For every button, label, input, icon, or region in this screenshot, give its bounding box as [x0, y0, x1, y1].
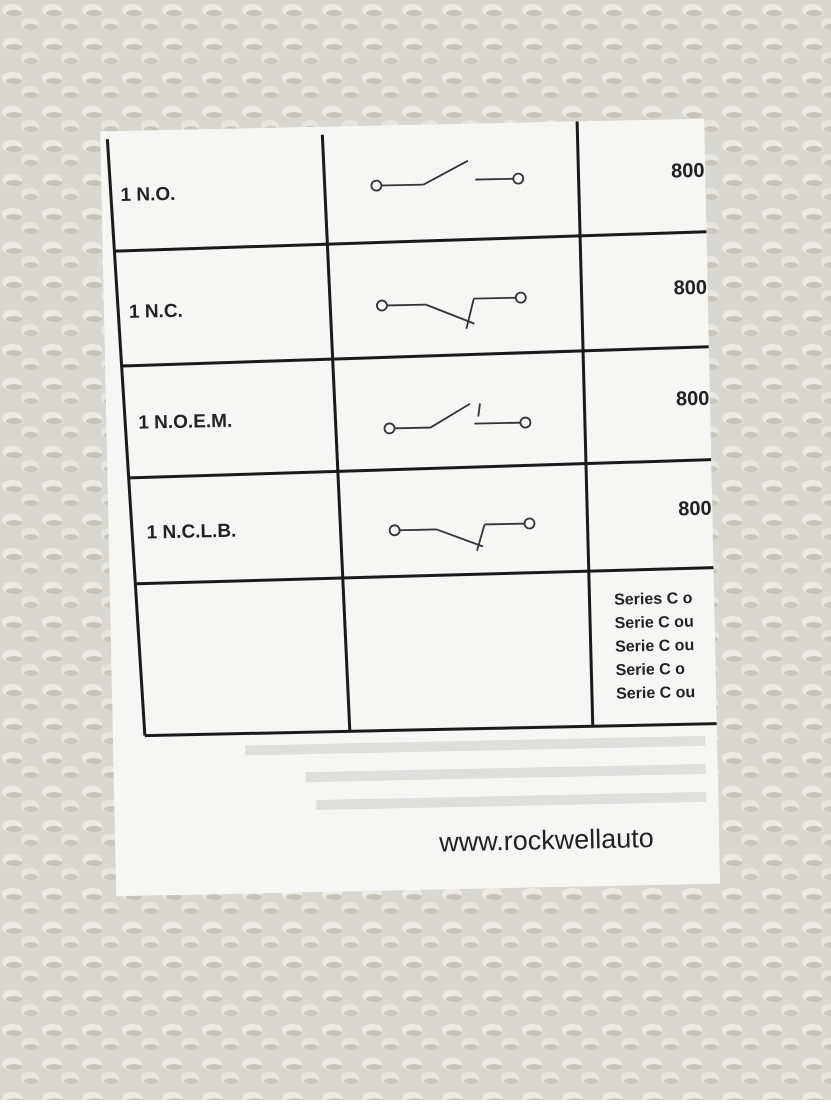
website-url: www.rockwellauto [438, 823, 654, 858]
contact-type: 1 N.C.L.B. [146, 521, 236, 544]
paper [100, 118, 721, 897]
catalog-number: 800 [676, 388, 710, 411]
series-note: Serie C o [615, 661, 685, 679]
symbol-nc [376, 291, 527, 329]
symbol-nclb [388, 517, 536, 551]
catalog-number: 800 [678, 498, 712, 521]
symbol-no [370, 159, 525, 192]
series-note: Serie C ou [616, 684, 695, 703]
symbol-noem [383, 402, 532, 435]
content: 1 N.O. 800 1 N.C. 800 1 N.O.E.M. 800 1 N.C.L.B… [105, 121, 717, 858]
catalog-number: 800 [673, 277, 707, 300]
catalog-number: 800 [671, 160, 705, 183]
label-card: 1 N.O. 800 1 N.C. 800 1 N.O.E.M. 800 1 N.C.L.B… [100, 118, 721, 897]
table-grid [105, 121, 717, 738]
series-note: Series C o [614, 590, 693, 609]
contact-type: 1 N.C. [129, 301, 183, 323]
contact-type: 1 N.O.E.M. [138, 411, 232, 434]
series-note: Serie C ou [614, 614, 693, 633]
show-through-text [245, 735, 707, 811]
series-note: Serie C ou [615, 637, 694, 656]
contact-type: 1 N.O. [120, 184, 175, 206]
